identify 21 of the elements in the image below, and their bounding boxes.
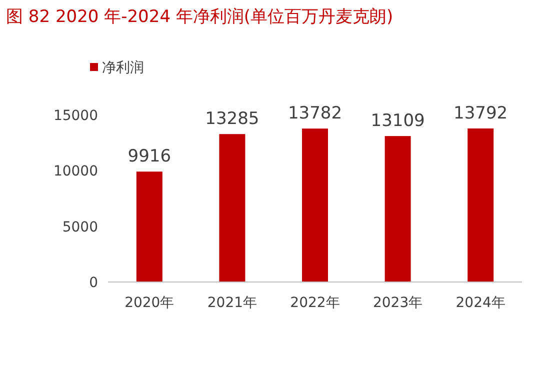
y-tick-label: 15000: [53, 108, 98, 124]
x-tick-label: 2024年: [456, 295, 506, 311]
bar: [219, 134, 246, 282]
x-tick-label: 2022年: [290, 295, 340, 311]
x-tick-label: 2020年: [124, 295, 174, 311]
bar: [302, 128, 328, 282]
y-tick-label: 0: [89, 275, 98, 291]
x-tick-label: 2021年: [207, 295, 258, 311]
bar: [136, 172, 162, 282]
data-label: 13792: [454, 103, 508, 124]
data-label: 13285: [205, 109, 260, 130]
chart-title: 图 82 2020 年-2024 年净利润(单位百万丹麦克朗): [6, 7, 394, 27]
y-tick-label: 5000: [62, 219, 98, 236]
data-label: 13782: [288, 104, 342, 124]
bar: [468, 128, 494, 282]
data-label: 13109: [370, 111, 425, 132]
data-label: 9916: [128, 146, 172, 167]
legend-label: 净利润: [102, 60, 144, 76]
bar: [384, 136, 411, 282]
y-tick-label: 10000: [53, 164, 98, 180]
x-tick-label: 2023年: [372, 295, 423, 311]
